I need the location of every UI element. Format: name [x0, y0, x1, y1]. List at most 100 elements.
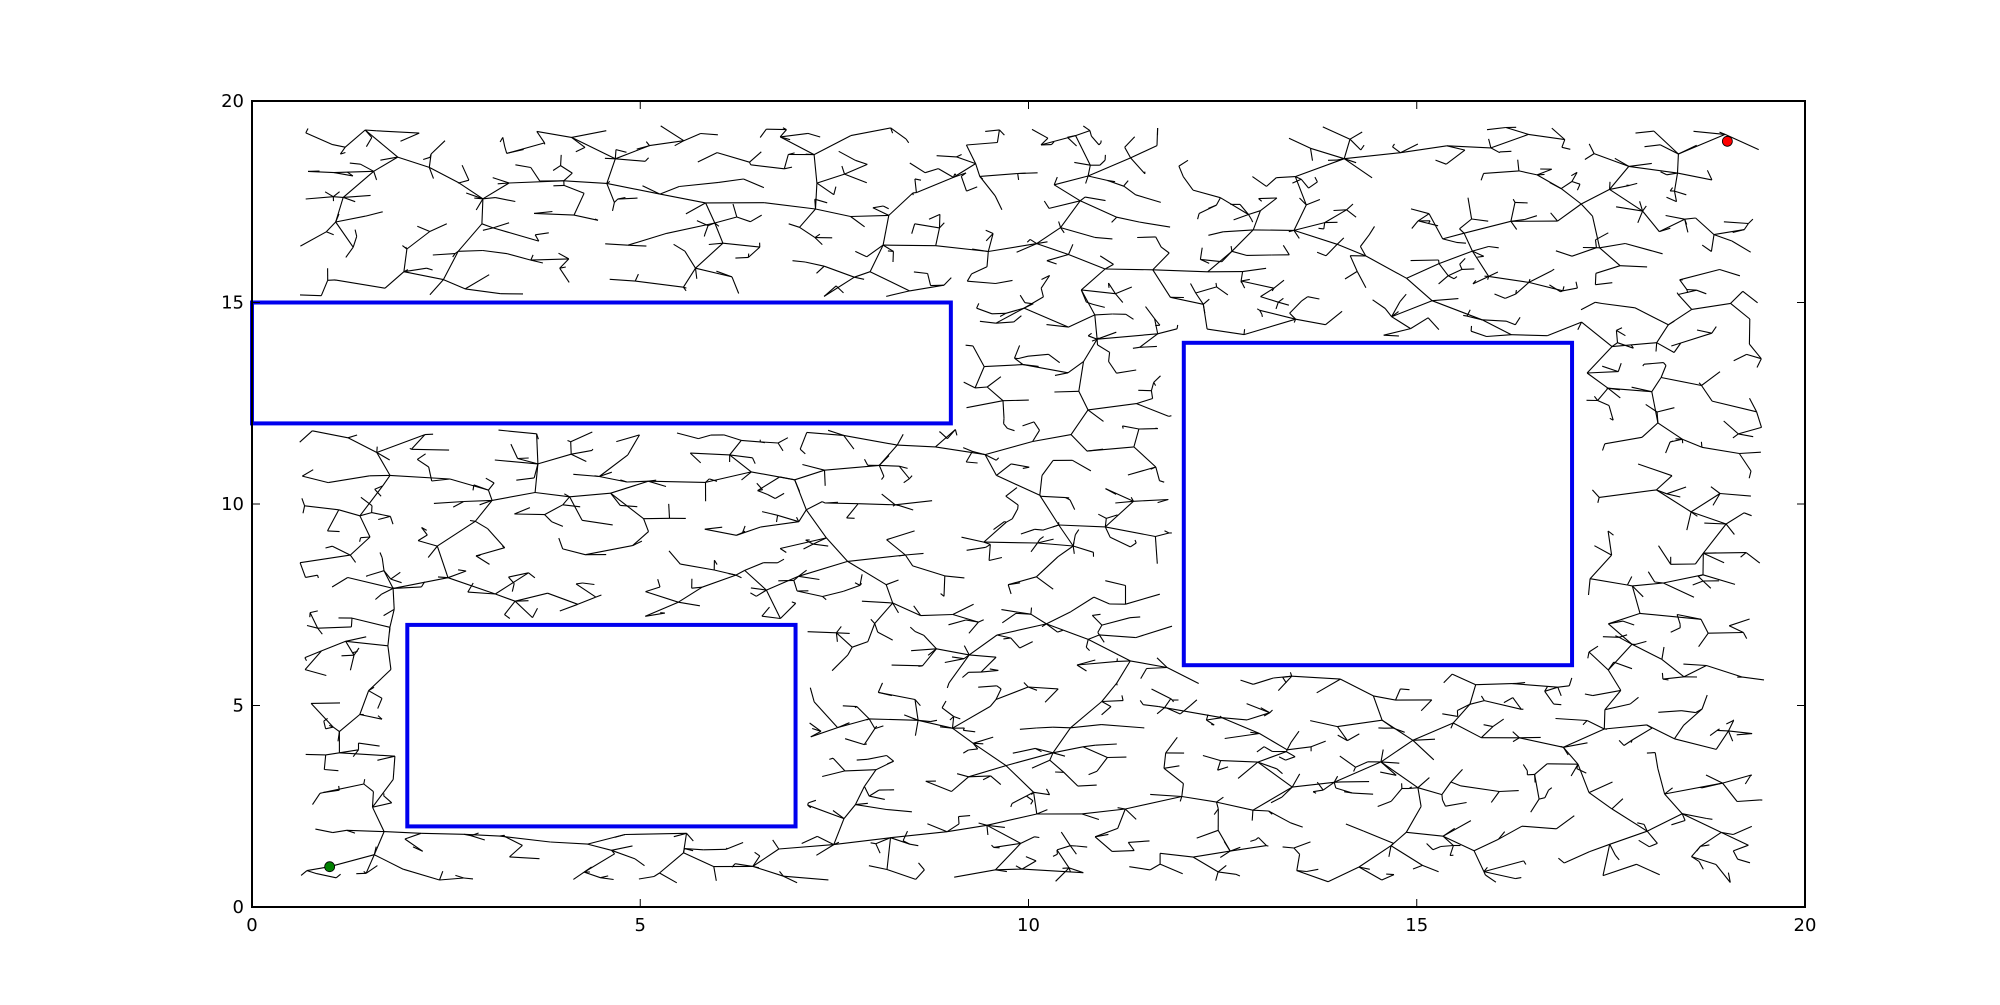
tree-edge — [1490, 791, 1500, 803]
tree-edge — [799, 226, 816, 239]
tree-edge — [1703, 552, 1725, 564]
tree-edge — [974, 366, 985, 389]
tree-edge — [1207, 328, 1245, 336]
tree-edge — [1005, 307, 1025, 314]
tree-edge — [1701, 244, 1712, 252]
tree-edge — [1223, 841, 1231, 852]
tree-edge — [1072, 459, 1092, 472]
tree-edge — [1073, 545, 1094, 553]
tree-edge — [1712, 493, 1721, 506]
tree-edge — [823, 285, 837, 297]
tree-edge — [534, 463, 539, 493]
tree-edge — [969, 654, 997, 658]
tree-edge — [1695, 217, 1715, 236]
tree-edge — [1614, 854, 1620, 861]
tree-edge — [1199, 247, 1203, 260]
tree-edge — [504, 146, 508, 154]
tree-edge — [843, 435, 855, 450]
tree-edge — [645, 141, 650, 146]
tree-edge — [881, 475, 885, 480]
tree-edge — [1642, 205, 1647, 212]
tree-edge — [1427, 317, 1440, 330]
tree-edge — [728, 573, 737, 576]
tree-edge — [1608, 623, 1633, 645]
tree-edge — [379, 552, 383, 559]
tree-edge — [352, 650, 358, 654]
tree-edge — [1748, 343, 1762, 360]
tree-edge — [325, 221, 337, 233]
tree-edge — [1459, 263, 1463, 270]
tree-edge — [799, 432, 808, 450]
tree-edge — [1557, 686, 1562, 697]
tree-edge — [684, 250, 696, 269]
tree-edge — [1325, 243, 1338, 257]
tree-edge — [1664, 793, 1683, 815]
tree-edge — [1695, 708, 1703, 714]
tree-edge — [1079, 200, 1117, 218]
tree-edge — [1085, 639, 1089, 648]
tree-edge — [373, 831, 385, 855]
tree-edge — [1085, 196, 1106, 202]
tree-edge — [1152, 269, 1171, 298]
tree-edge — [1127, 466, 1156, 476]
tree-edge — [793, 575, 799, 581]
tree-edge — [1388, 845, 1392, 857]
tree-edge — [744, 562, 764, 571]
tree-edge — [389, 474, 451, 480]
tree-edge — [1691, 302, 1731, 310]
tree-edge — [1058, 221, 1062, 228]
tree-edge — [924, 168, 939, 174]
tree-edge — [1129, 616, 1141, 619]
tree-edge — [953, 172, 967, 178]
tree-edge — [960, 172, 967, 177]
tree-edge — [1551, 127, 1566, 141]
tree-edge — [1517, 159, 1520, 171]
tree-edge — [1316, 678, 1341, 694]
tree-edge — [458, 182, 484, 200]
tree-edge — [411, 448, 450, 451]
tree-edge — [744, 569, 767, 591]
tree-edge — [1094, 236, 1113, 240]
tree-edge — [594, 475, 600, 478]
x-tick-label: 20 — [1794, 915, 1817, 936]
tree-edge — [1719, 268, 1741, 277]
tree-edge — [381, 557, 385, 571]
tree-edge — [1432, 845, 1442, 851]
tree-edge — [504, 600, 516, 615]
tree-edge — [464, 833, 500, 837]
tree-edge — [1677, 294, 1693, 310]
tree-edge — [1306, 868, 1319, 873]
tree-edge — [323, 754, 327, 770]
tree-edge — [347, 434, 358, 439]
tree-edge — [1537, 173, 1545, 176]
tree-edge — [870, 618, 876, 624]
tree-edge — [995, 868, 1023, 871]
tree-edge — [591, 448, 594, 451]
tree-edge — [813, 543, 829, 547]
tree-edge — [299, 430, 313, 443]
tree-edge — [321, 640, 346, 652]
tree-edge — [1223, 229, 1254, 233]
tree-edge — [810, 730, 822, 738]
tree-edge — [387, 645, 392, 670]
tree-edge — [645, 612, 665, 617]
tree-edge — [968, 634, 998, 656]
tree-edge — [1282, 675, 1292, 678]
tree-edge — [417, 540, 438, 547]
tree-edge — [1544, 686, 1548, 692]
tree-edge — [731, 276, 740, 294]
tree-edge — [323, 717, 328, 722]
tree-edge — [1738, 453, 1752, 472]
tree-edge — [300, 231, 327, 247]
tree-edge — [570, 453, 587, 462]
tree-edge — [1135, 625, 1173, 639]
tree-edge — [1480, 695, 1485, 701]
tree-edge — [530, 259, 544, 264]
tree-edge — [864, 458, 869, 466]
tree-edge — [474, 500, 493, 522]
tree-edge — [1719, 492, 1751, 497]
tree-edge — [1604, 690, 1622, 711]
tree-edge — [1327, 866, 1360, 883]
tree-edge — [783, 154, 789, 169]
tree-edge — [1163, 767, 1184, 785]
